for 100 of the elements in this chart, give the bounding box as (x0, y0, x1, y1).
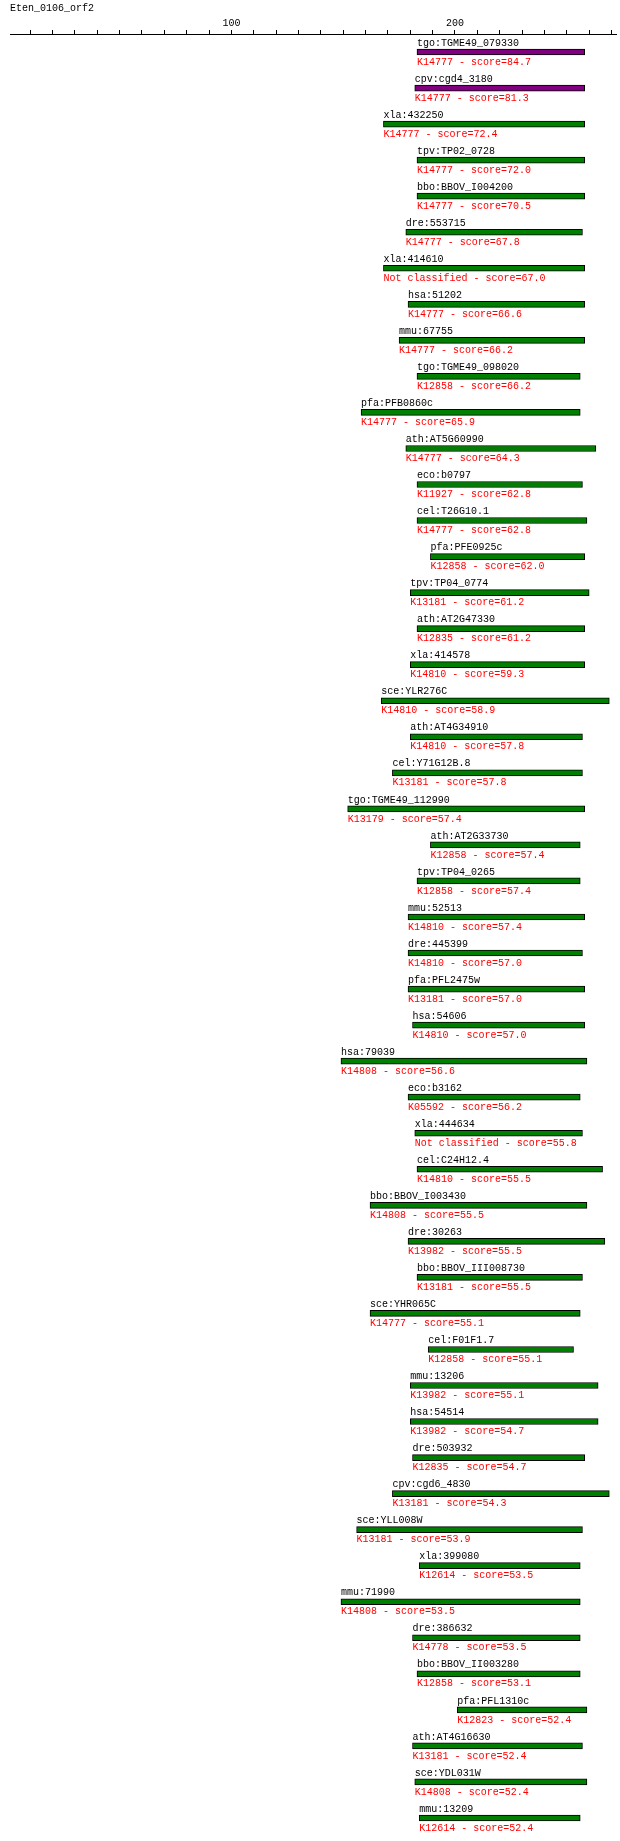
y-tick-label: dre:445399 (408, 938, 469, 950)
y-tick-label: cel:F01F1.7 (428, 1335, 495, 1347)
y-tick-label: tpv:TP02_0728 (416, 145, 495, 157)
annotation: K14808 - score=56.6 (340, 1065, 455, 1077)
annotation: K13181 - score=54.3 (392, 1498, 507, 1510)
y-tick-label: mmu:67755 (399, 325, 454, 337)
y-tick-label: mmu:13206 (410, 1371, 465, 1383)
annotation: K14777 - score=84.7 (416, 56, 532, 68)
y-tick-label: eco:b3162 (408, 1082, 463, 1094)
y-tick-label: xla:414610 (383, 253, 444, 265)
y-tick-label: tgo:TGME49_098020 (416, 362, 520, 374)
annotation: K12858 - score=53.1 (416, 1678, 532, 1690)
y-tick-label: hsa:79039 (340, 1046, 395, 1058)
annotation: K14777 - score=66.6 (408, 308, 523, 320)
y-tick-label: cel:Y71G12B.8 (392, 758, 471, 770)
annotation: K12858 - score=57.4 (416, 885, 532, 897)
y-tick-label: mmu:71990 (340, 1587, 395, 1599)
y-tick-label: dre:503932 (412, 1443, 473, 1455)
y-tick-label: cel:C24H12.4 (416, 1154, 489, 1166)
annotation: K14777 - score=81.3 (414, 92, 529, 104)
y-tick-label: hsa:54606 (412, 1010, 467, 1022)
annotation: K13181 - score=52.4 (412, 1750, 527, 1762)
annotation: K14810 - score=57.4 (408, 921, 523, 933)
annotation: K13181 - score=57.0 (408, 993, 523, 1005)
annotation: K05592 - score=56.2 (408, 1101, 523, 1113)
annotation: K13982 - score=55.1 (410, 1390, 525, 1402)
annotation: K14810 - score=59.3 (410, 669, 525, 681)
y-tick-label: tpv:TP04_0265 (416, 866, 495, 878)
y-tick-label: tgo:TGME49_112990 (347, 794, 450, 806)
y-tick-label: hsa:51202 (408, 289, 463, 301)
y-tick-label: cpv:cgd4_3180 (414, 73, 493, 85)
annotation: K12858 - score=62.0 (430, 561, 545, 573)
annotation: K14777 - score=67.8 (405, 236, 520, 248)
annotation: K12858 - score=55.1 (428, 1354, 543, 1366)
y-tick-label: bbo:BBOV_I004200 (416, 181, 513, 193)
annotation: K14777 - score=72.4 (383, 128, 498, 140)
y-tick-label: sce:YLL008W (356, 1515, 423, 1527)
annotation: K12858 - score=57.4 (430, 849, 545, 861)
x-tick-label: 100 (222, 17, 241, 29)
annotation: K14777 - score=66.2 (399, 344, 514, 356)
y-tick-label: mmu:13209 (419, 1803, 474, 1815)
x-tick-label: 200 (445, 17, 464, 29)
annotation: K13982 - score=55.5 (408, 1245, 523, 1257)
annotation: K13181 - score=55.5 (416, 1282, 532, 1294)
annotation: K14777 - score=65.9 (361, 417, 476, 429)
annotation: K14777 - score=64.3 (405, 453, 520, 465)
annotation: K14808 - score=52.4 (414, 1786, 529, 1798)
y-tick-label: pfa:PFL2475w (408, 974, 481, 986)
y-tick-label: pfa:PFL1310c (457, 1695, 530, 1707)
annotation: K12835 - score=61.2 (416, 633, 532, 645)
y-tick-label: pfa:PFB0860c (361, 398, 434, 410)
y-tick-label: tpv:TP04_0774 (410, 578, 489, 590)
y-tick-label: xla:432250 (383, 109, 444, 121)
annotation: K14777 - score=62.8 (416, 525, 532, 537)
y-tick-label: dre:386632 (412, 1623, 473, 1635)
y-tick-label: eco:b0797 (416, 470, 471, 482)
annotation: K14777 - score=70.5 (416, 200, 532, 212)
annotation: K13181 - score=53.9 (356, 1534, 471, 1546)
y-tick-label: hsa:54514 (410, 1407, 465, 1419)
annotation: K12614 - score=52.4 (419, 1822, 534, 1834)
annotation: K14810 - score=58.9 (381, 705, 496, 717)
annotation: K12823 - score=52.4 (457, 1714, 572, 1726)
y-tick-label: cpv:cgd6_4830 (392, 1479, 471, 1491)
y-tick-label: ath:AT5G60990 (405, 434, 484, 446)
y-tick-label: cel:T26G10.1 (416, 506, 489, 518)
annotation: K12614 - score=53.5 (419, 1570, 534, 1582)
y-tick-label: ath:AT2G47330 (416, 614, 495, 626)
annotation: K14777 - score=72.0 (416, 164, 532, 176)
y-tick-label: dre:553715 (405, 217, 466, 229)
annotation: K14810 - score=55.5 (416, 1173, 532, 1185)
y-tick-label: sce:YDL031W (414, 1767, 481, 1779)
y-tick-label: xla:399080 (419, 1551, 480, 1563)
annotation: K13181 - score=57.8 (392, 777, 507, 789)
annotation: K12835 - score=54.7 (412, 1462, 527, 1474)
annotation: Not classified - score=67.0 (383, 272, 546, 284)
y-tick-label: dre:30263 (408, 1226, 463, 1238)
y-tick-label: bbo:BBOV_II003280 (416, 1659, 520, 1671)
y-tick-label: xla:414578 (410, 650, 471, 662)
annotation: Not classified - score=55.8 (414, 1137, 577, 1149)
annotation: K14808 - score=55.5 (370, 1209, 485, 1221)
y-tick-label: bbo:BBOV_I003430 (370, 1190, 467, 1202)
y-tick-label: sce:YLR276C (381, 686, 448, 698)
annotation: K12858 - score=66.2 (416, 381, 532, 393)
annotation: K14810 - score=57.0 (408, 957, 523, 969)
y-tick-label: pfa:PFE0925c (430, 542, 503, 554)
chart-title: Eten_0106_orf2 (10, 2, 95, 14)
y-tick-label: ath:AT4G34910 (410, 722, 489, 734)
annotation: K13179 - score=57.4 (347, 813, 462, 825)
annotation: K14808 - score=53.5 (340, 1606, 455, 1618)
y-tick-label: tgo:TGME49_079330 (416, 37, 520, 49)
y-tick-label: mmu:52513 (408, 902, 463, 914)
y-tick-label: bbo:BBOV_III008730 (416, 1263, 526, 1275)
annotation: K14810 - score=57.8 (410, 741, 525, 753)
annotation: K14810 - score=57.0 (412, 1029, 527, 1041)
annotation: K13181 - score=61.2 (410, 597, 525, 609)
annotation: K14778 - score=53.5 (412, 1642, 527, 1654)
y-tick-label: sce:YHR065C (370, 1299, 437, 1311)
y-tick-label: ath:AT2G33730 (430, 830, 509, 842)
annotation: K14777 - score=55.1 (370, 1318, 485, 1330)
annotation: K11927 - score=62.8 (416, 489, 532, 501)
